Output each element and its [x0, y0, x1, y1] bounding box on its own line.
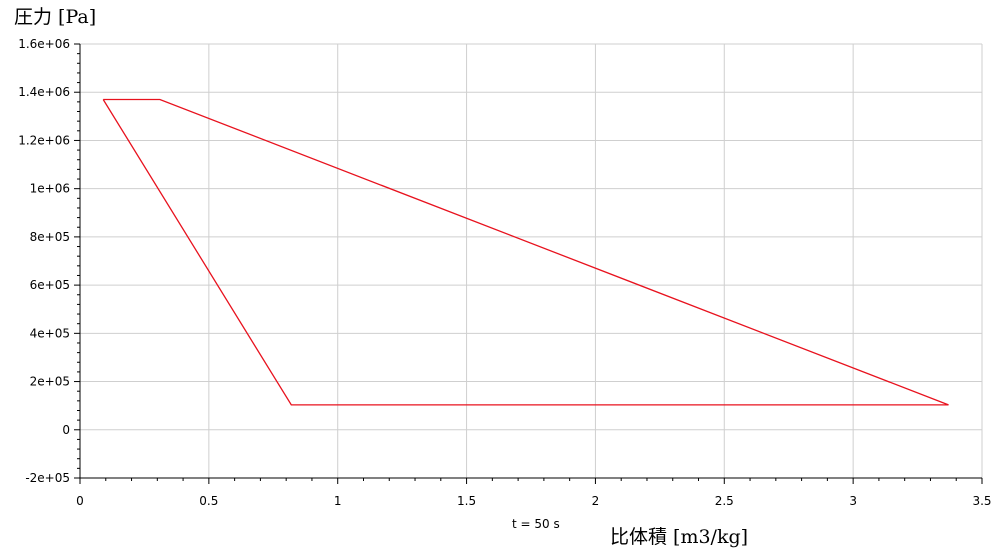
time-annotation: t = 50 s: [512, 517, 560, 531]
y-tick-label: 0: [62, 423, 70, 437]
cycle-line: [102, 98, 949, 406]
x-tick-label: 0: [76, 494, 84, 508]
y-tick-label: 2e+05: [30, 375, 70, 389]
x-tick-label: 2: [592, 494, 600, 508]
x-axis-label: 比体積 [m3/kg]: [610, 526, 749, 548]
y-tick-label: 1.6e+06: [18, 37, 70, 51]
y-tick-label: 4e+05: [30, 326, 70, 340]
x-tick-label: 3: [849, 494, 857, 508]
y-tick-label: -2e+05: [25, 471, 70, 485]
x-tick-label: 0.5: [199, 494, 218, 508]
x-tick-label: 3.5: [972, 494, 991, 508]
x-tick-label: 2.5: [715, 494, 734, 508]
x-tick-label: 1: [334, 494, 342, 508]
y-tick-label: 6e+05: [30, 278, 70, 292]
y-tick-label: 1.2e+06: [18, 133, 70, 147]
y-tick-label: 1e+06: [30, 182, 70, 196]
x-tick-label: 1.5: [457, 494, 476, 508]
y-axis-label: 圧力 [Pa]: [14, 6, 97, 28]
y-tick-label: 8e+05: [30, 230, 70, 244]
y-tick-label: 1.4e+06: [18, 85, 70, 99]
